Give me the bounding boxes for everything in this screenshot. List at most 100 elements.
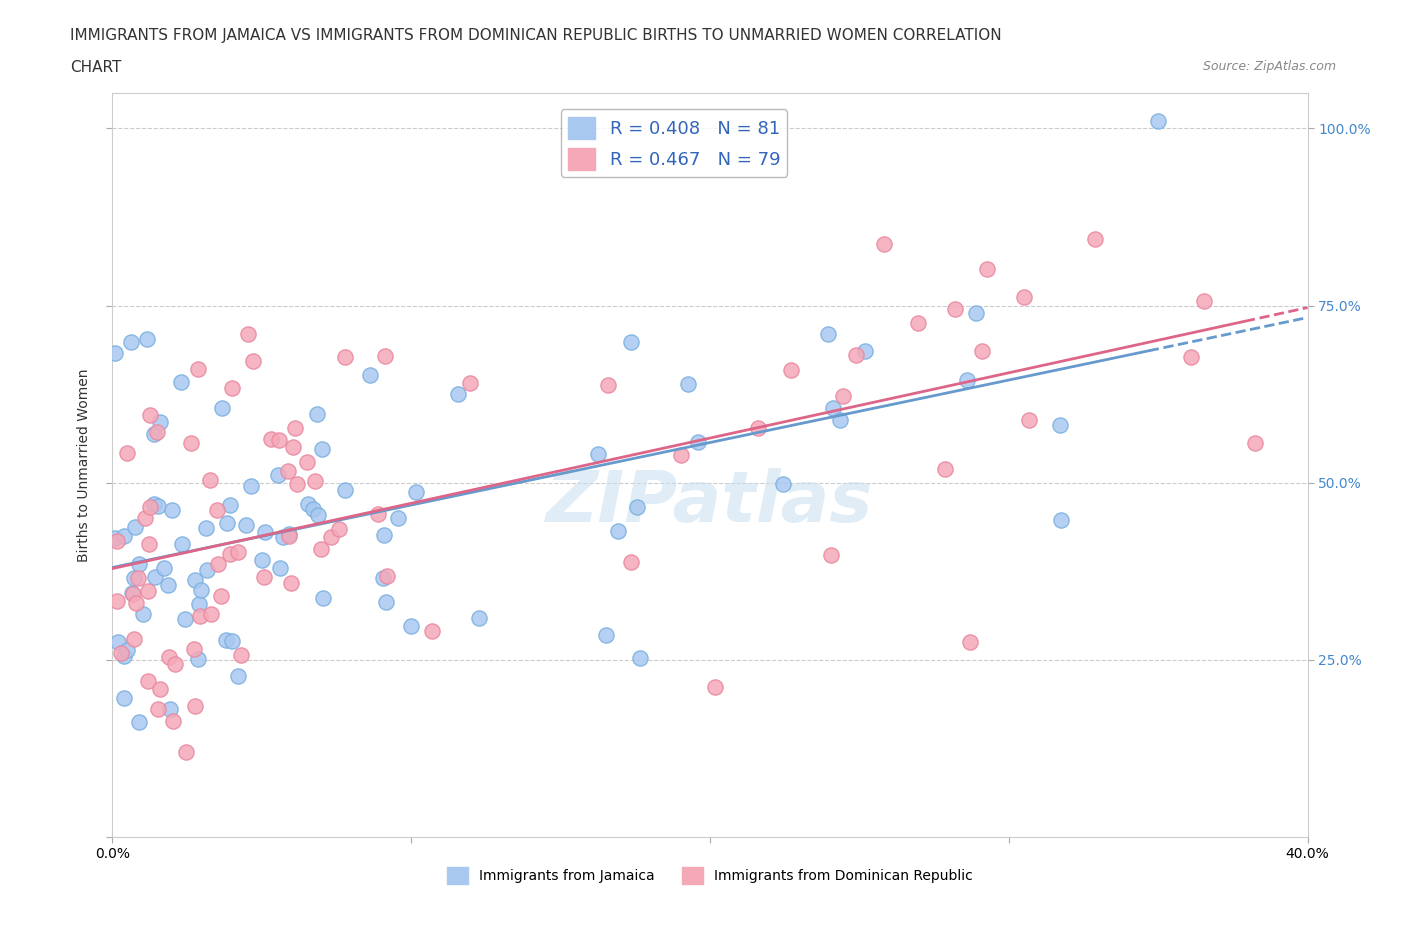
Point: [367, 507, 389, 522]
Point: [195, 562, 218, 577]
Point: [162, 713, 184, 728]
Point: [139, 500, 162, 515]
Point: [142, 497, 165, 512]
Point: [183, 642, 205, 657]
Point: [174, 612, 197, 627]
Point: [207, 557, 229, 572]
Text: Source: ZipAtlas.com: Source: ZipAtlas.com: [1202, 60, 1336, 73]
Legend: Immigrants from Jamaica, Immigrants from Dominican Republic: Immigrants from Jamaica, Immigrants from…: [441, 861, 979, 890]
Point: [335, 350, 357, 365]
Point: [153, 561, 176, 576]
Point: [217, 516, 239, 531]
Point: [122, 631, 145, 646]
Point: [211, 400, 233, 415]
Point: [281, 440, 304, 455]
Point: [284, 420, 307, 435]
Point: [853, 343, 876, 358]
Point: [117, 445, 139, 460]
Point: [157, 578, 180, 592]
Point: [873, 237, 896, 252]
Point: [976, 261, 998, 276]
Point: [221, 633, 243, 648]
Point: [595, 628, 617, 643]
Point: [205, 503, 228, 518]
Point: [375, 568, 398, 583]
Point: [269, 561, 291, 576]
Point: [148, 415, 170, 430]
Point: [1180, 350, 1202, 365]
Point: [297, 497, 319, 512]
Point: [160, 503, 183, 518]
Point: [209, 589, 232, 604]
Point: [1012, 289, 1035, 304]
Text: CHART: CHART: [70, 60, 122, 75]
Point: [221, 381, 243, 396]
Point: [678, 377, 700, 392]
Point: [669, 447, 692, 462]
Point: [277, 526, 299, 541]
Point: [226, 669, 249, 684]
Point: [226, 544, 249, 559]
Y-axis label: Births to Unmarried Women: Births to Unmarried Women: [77, 368, 91, 562]
Point: [405, 485, 427, 499]
Point: [252, 552, 274, 567]
Point: [277, 528, 299, 543]
Text: IMMIGRANTS FROM JAMAICA VS IMMIGRANTS FROM DOMINICAN REPUBLIC BIRTHS TO UNMARRIE: IMMIGRANTS FROM JAMAICA VS IMMIGRANTS FR…: [70, 28, 1002, 43]
Point: [238, 327, 260, 342]
Point: [607, 524, 630, 538]
Point: [143, 569, 166, 584]
Point: [307, 508, 329, 523]
Point: [104, 530, 127, 545]
Point: [321, 529, 343, 544]
Point: [420, 624, 443, 639]
Point: [820, 548, 842, 563]
Point: [105, 534, 128, 549]
Point: [112, 529, 135, 544]
Point: [772, 476, 794, 491]
Point: [747, 421, 769, 436]
Point: [311, 541, 333, 556]
Point: [311, 442, 333, 457]
Point: [190, 583, 212, 598]
Point: [187, 652, 209, 667]
Point: [959, 635, 981, 650]
Point: [198, 473, 221, 488]
Point: [703, 680, 725, 695]
Point: [136, 584, 159, 599]
Point: [200, 606, 222, 621]
Point: [619, 554, 641, 569]
Point: [260, 432, 283, 446]
Point: [1050, 512, 1073, 527]
Point: [121, 586, 143, 601]
Point: [458, 375, 481, 390]
Point: [187, 596, 209, 611]
Point: [359, 367, 381, 382]
Point: [136, 332, 159, 347]
Point: [219, 498, 242, 512]
Point: [620, 335, 643, 350]
Point: [1243, 436, 1265, 451]
Point: [254, 525, 277, 539]
Point: [159, 702, 181, 717]
Point: [148, 498, 170, 513]
Point: [956, 373, 979, 388]
Point: [253, 570, 276, 585]
Point: [235, 518, 257, 533]
Point: [120, 335, 142, 350]
Point: [157, 649, 180, 664]
Point: [172, 537, 194, 551]
Point: [1049, 418, 1071, 432]
Point: [297, 455, 319, 470]
Point: [180, 436, 202, 451]
Point: [446, 387, 468, 402]
Point: [828, 412, 851, 427]
Point: [304, 473, 326, 488]
Point: [845, 348, 868, 363]
Point: [965, 306, 987, 321]
Point: [628, 650, 651, 665]
Point: [596, 378, 619, 392]
Point: [219, 547, 242, 562]
Point: [285, 476, 308, 491]
Point: [374, 349, 396, 364]
Point: [1147, 113, 1170, 128]
